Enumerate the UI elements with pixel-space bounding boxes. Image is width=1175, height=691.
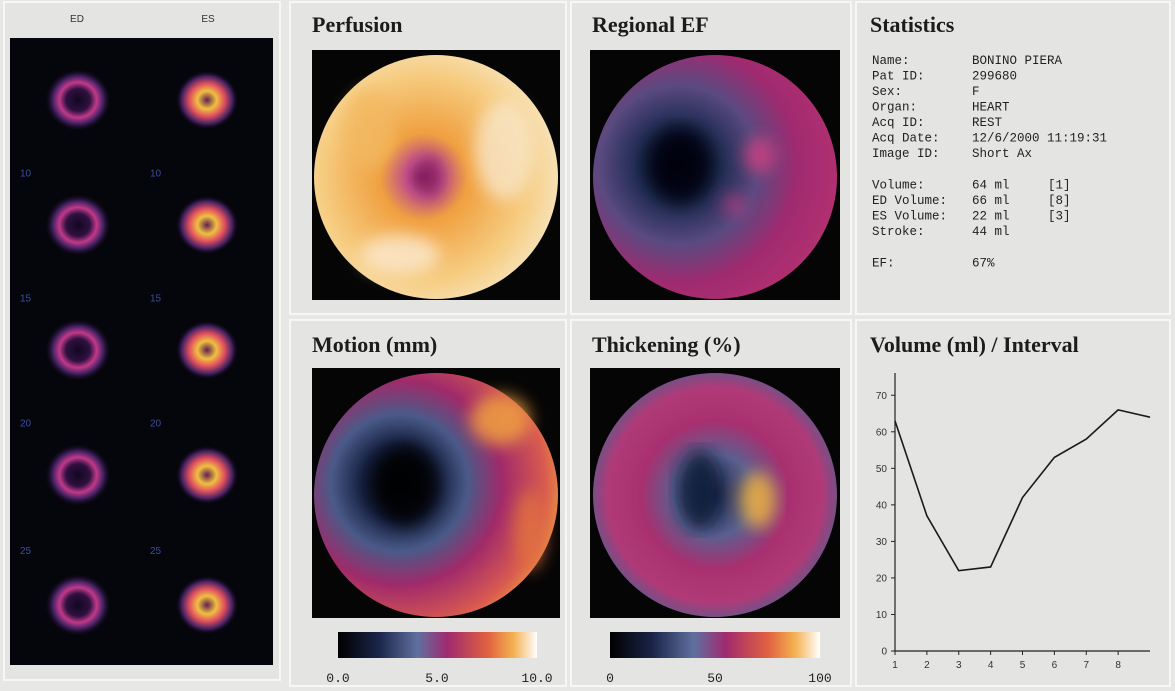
slice-number: 20 [20,419,32,430]
stat-note: [3] [1048,210,1071,224]
map-texture [648,127,775,215]
slice-number: 15 [150,294,162,305]
panel-title: Regional EF [592,12,709,37]
slice-number: 25 [20,546,32,557]
slice-number: 10 [20,169,32,180]
stat-value: 12/6/2000 11:19:31 [972,132,1107,146]
y-tick-label: 60 [876,427,888,438]
map-texture [678,450,776,530]
y-tick-label: 10 [876,610,888,621]
slice-number: 10 [150,169,162,180]
x-tick-label: 7 [1083,660,1089,671]
y-tick-label: 70 [876,391,888,402]
stat-value: 66 ml [972,194,1010,208]
stat-note: [8] [1048,194,1071,208]
stat-value: REST [972,116,1003,130]
stat-label: ES Volume: [872,210,947,224]
scale-label: 5.0 [425,671,448,686]
slice-ed [44,68,112,132]
statistics-list: Name: BONINO PIERA Pat ID: 299680 Sex: F Organ… [872,54,1107,271]
stat-label: Pat ID: [872,70,925,84]
column-label: ES [201,14,215,25]
panel-title: Statistics [870,12,955,37]
chart-title: Volume (ml) / Interval [870,332,1079,357]
stat-label: Sex: [872,85,902,99]
stat-value: HEART [972,101,1010,115]
map-texture [372,395,545,570]
x-tick-label: 4 [988,660,994,671]
y-tick-label: 0 [881,647,887,658]
x-tick-label: 6 [1052,660,1058,671]
stat-value: 44 ml [972,225,1010,239]
stat-label: Name: [872,54,910,68]
y-tick-label: 30 [876,537,888,548]
slice-number: 15 [20,294,32,305]
stat-value: Short Ax [972,147,1032,161]
stat-note: [1] [1048,179,1071,193]
slice-es [175,70,239,130]
slice-number: 25 [150,546,162,557]
column-label: ED [70,14,84,25]
panel-title: Thickening (%) [592,332,741,357]
stat-value: BONINO PIERA [972,54,1063,68]
scale-label: 100 [808,671,831,686]
y-tick-label: 50 [876,464,888,475]
stat-label: ED Volume: [872,194,947,208]
stat-value: 67% [972,257,995,271]
scale-label: 0 [606,671,614,686]
slice-ed [44,573,112,637]
stat-label: Stroke: [872,225,925,239]
y-tick-label: 40 [876,500,888,511]
stat-label: Volume: [872,179,925,193]
panel-title: Perfusion [312,12,402,37]
slice-es [175,195,239,255]
slice-ed [44,443,112,507]
slice-number: 20 [150,419,162,430]
stat-label: Acq ID: [872,116,925,130]
volume-line [894,409,1151,572]
stat-label: EF: [872,257,895,271]
stat-label: Image ID: [872,147,940,161]
stat-label: Acq Date: [872,132,940,146]
x-tick-label: 1 [892,660,898,671]
scale-label: 0.0 [326,671,349,686]
color-scale [610,632,820,658]
stat-label: Organ: [872,101,917,115]
x-tick-label: 3 [956,660,962,671]
slice-es [175,445,239,505]
slice-ed [44,193,112,257]
color-scale [338,632,537,658]
map-texture [345,90,535,275]
polar-map [593,55,837,299]
scale-label: 50 [707,671,723,686]
x-tick-label: 8 [1115,660,1121,671]
volume-chart: 0 10 20 30 40 50 60 70 1 2 3 4 5 6 7 8 [876,373,1151,671]
stat-value: F [972,85,980,99]
slice-es [175,320,239,380]
x-tick-label: 2 [924,660,930,671]
stat-value: 64 ml [972,179,1010,193]
scale-label: 10.0 [521,671,552,686]
panel-title: Motion (mm) [312,332,437,357]
slice-es [175,575,239,635]
y-tick-label: 20 [876,573,888,584]
slice-images: 10 10 15 15 20 20 25 25 [20,68,239,637]
stat-value: 22 ml [972,210,1010,224]
slice-ed [44,318,112,382]
stat-value: 299680 [972,70,1017,84]
x-tick-label: 5 [1020,660,1026,671]
